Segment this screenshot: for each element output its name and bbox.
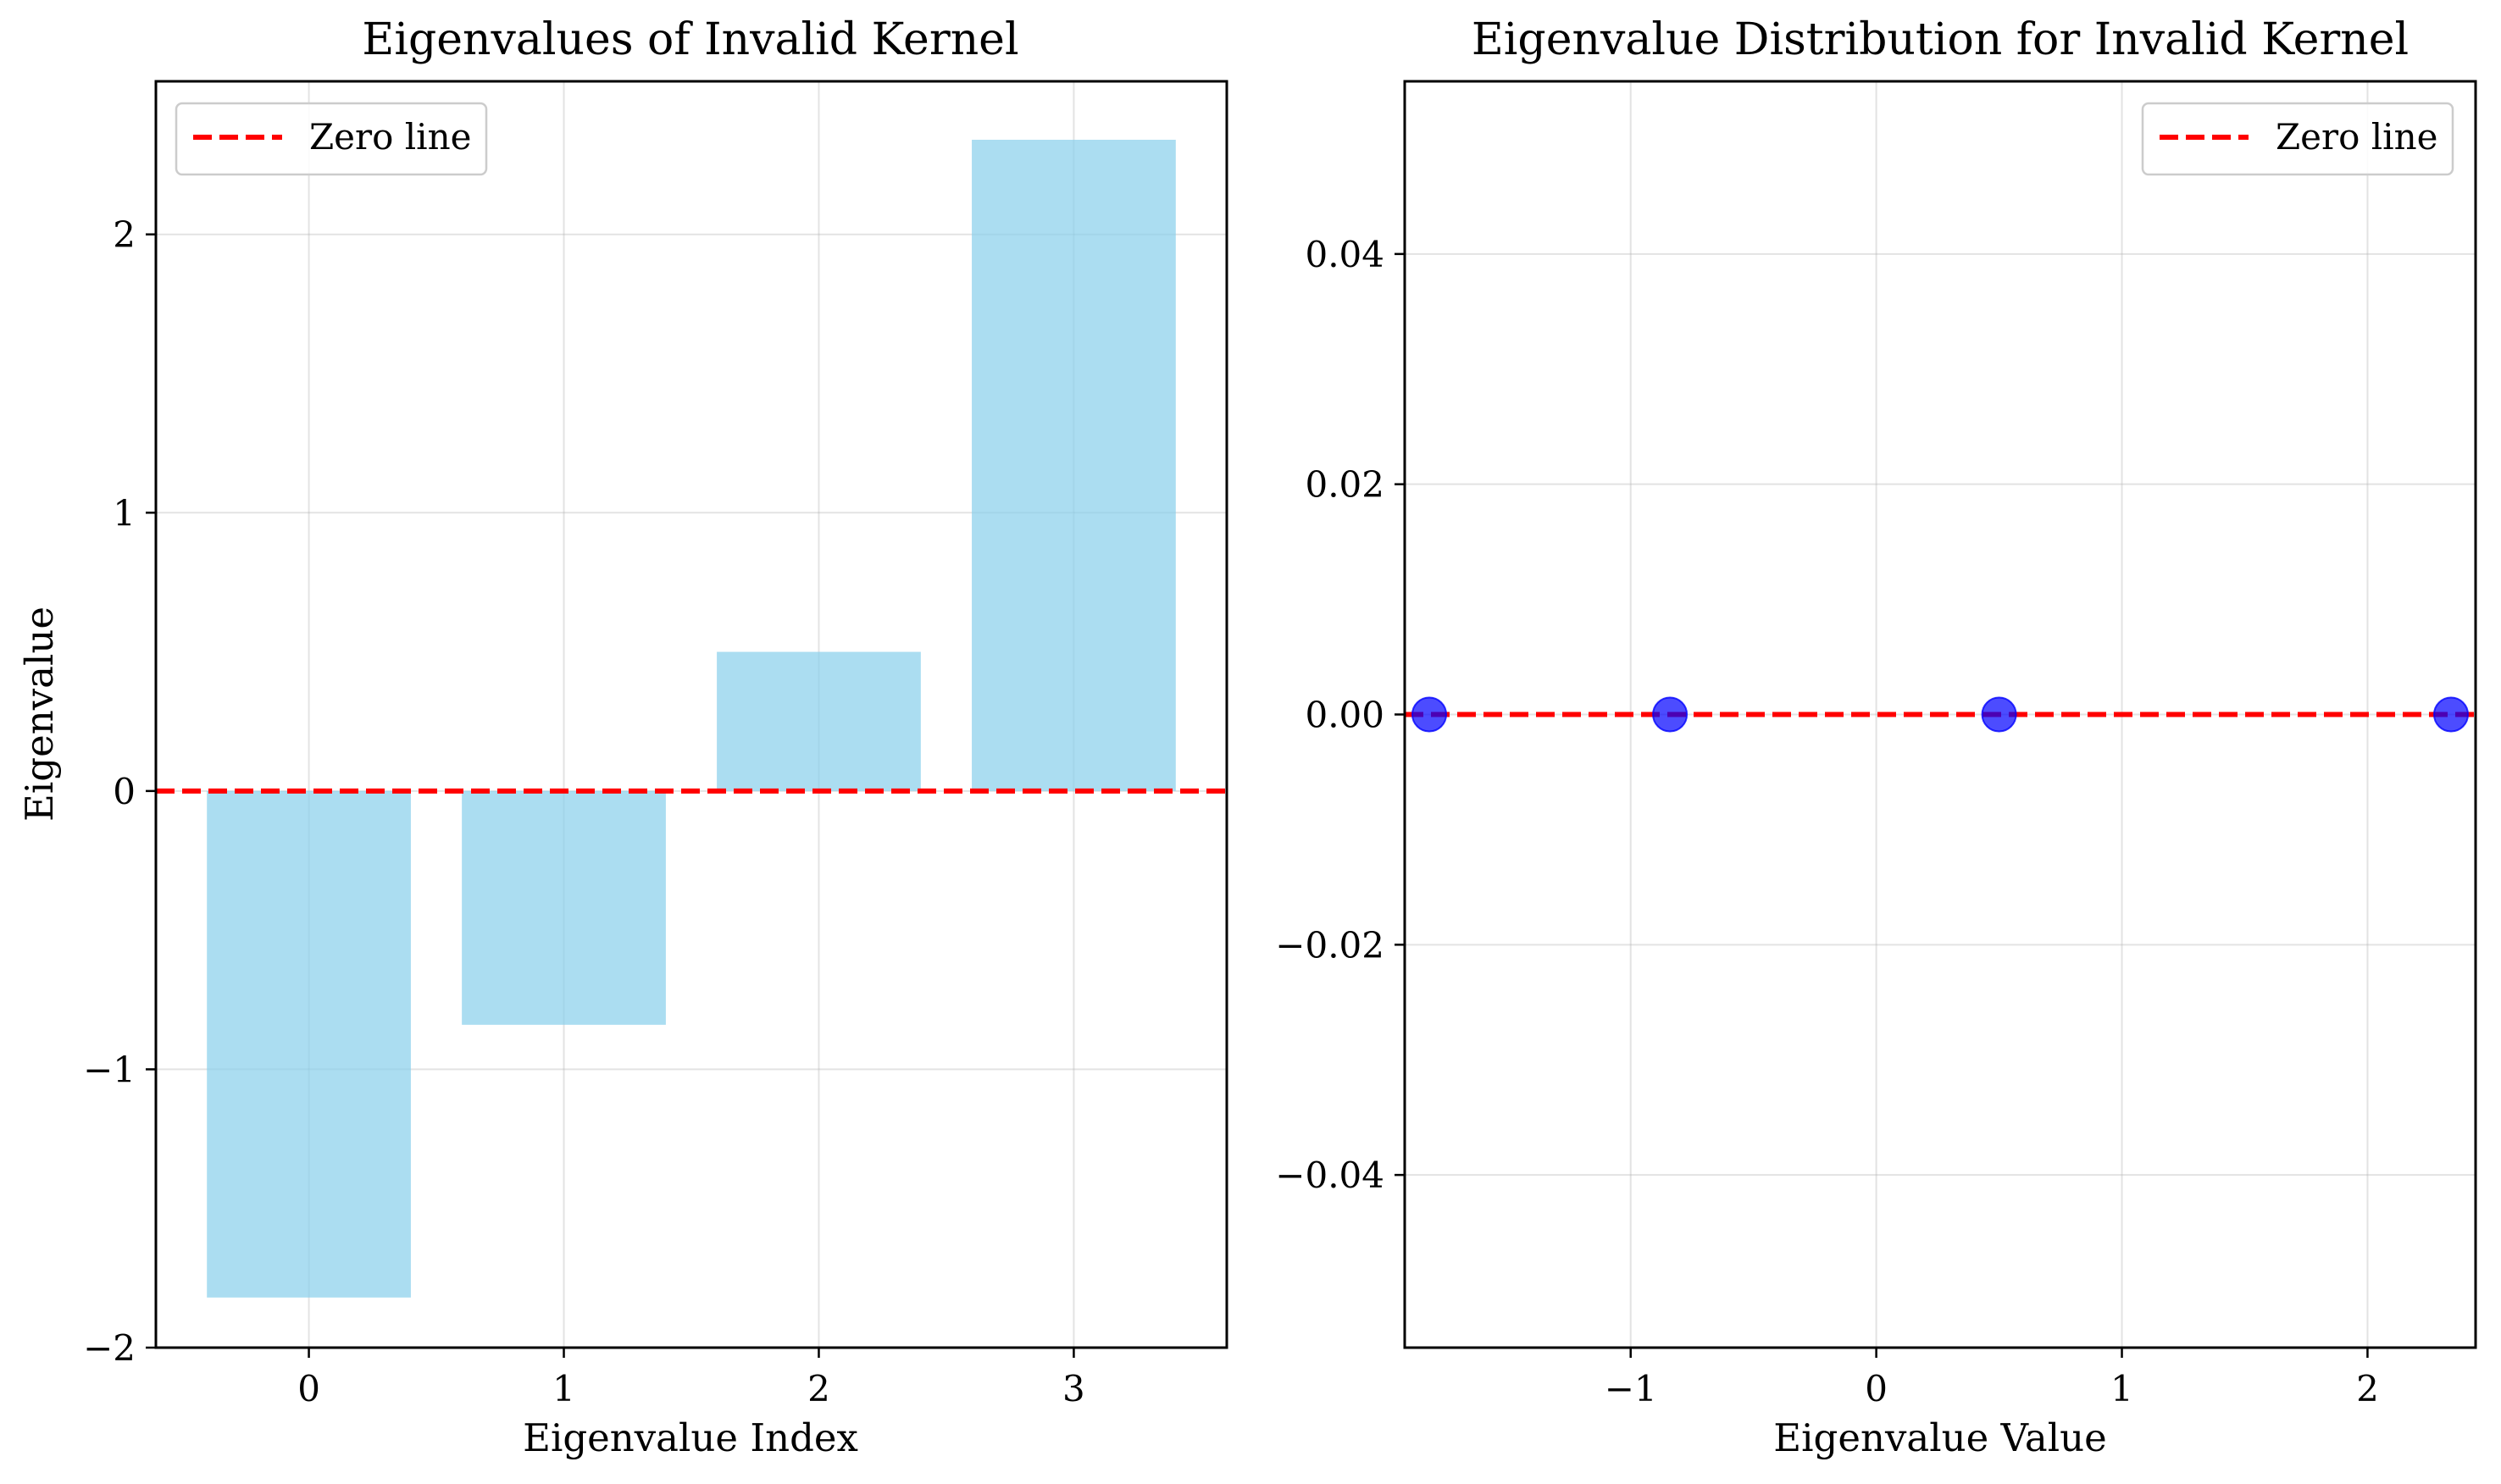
bar-chart-y-tick-label: −1 [83,1049,136,1090]
bar-chart-y-tick-label: 0 [113,771,136,812]
bar-chart-y-tick-label: 1 [113,492,136,534]
scatter-chart-x-ticks: −1 0 1 2 [1605,1348,2379,1409]
scatter-chart-legend: Zero line [2141,102,2454,176]
bar-chart-y-tick-label: 2 [113,214,136,256]
scatter-point [1411,696,1447,733]
bar-0 [207,790,411,1298]
bar-chart-x-tick-label: 3 [1062,1368,1085,1409]
scatter-point [1652,696,1689,733]
bar-chart-y-ticks: −2 −1 0 1 2 [83,214,156,1369]
scatter-point [2433,696,2470,733]
scatter-chart-legend-label: Zero line [2276,116,2438,158]
scatter-chart-x-tick-label: −1 [1605,1368,1657,1409]
bar-chart-legend-box [175,102,488,176]
scatter-chart-y-ticks: −0.04 −0.02 0.00 0.02 0.04 [1275,234,1405,1196]
bar-chart-title: Eigenvalues of Invalid Kernel [362,14,1018,65]
scatter-chart-y-tick-label: 0.02 [1305,464,1384,506]
bar-chart-bars [207,140,1176,1298]
scatter-point [1981,696,2017,733]
bar-chart-panel: Eigenvalues of Invalid Kernel 0 1 2 3 −2 −1 0… [17,14,1228,1460]
bar-chart-legend-label: Zero line [309,116,472,158]
bar-chart-x-tick-label: 2 [807,1368,830,1409]
bar-chart-x-ticks: 0 1 2 3 [297,1348,1085,1409]
bar-chart-axes-frame [154,80,1228,1349]
scatter-chart-x-tick-label: 0 [1865,1368,1888,1409]
scatter-chart-x-axis-label: Eigenvalue Value [1773,1415,2106,1460]
scatter-chart-legend-box [2141,102,2454,176]
bar-3 [972,140,1176,791]
scatter-chart-y-tick-label: −0.04 [1275,1155,1384,1196]
bar-chart-y-axis-label: Eigenvalue [17,606,62,822]
bar-chart-y-tick-label: −2 [83,1327,136,1369]
bar-1 [462,790,666,1025]
scatter-chart-title: Eigenvalue Distribution for Invalid Kern… [1472,14,2409,65]
scatter-chart-x-tick-label: 1 [2110,1368,2133,1409]
scatter-chart-points [1411,696,2470,733]
scatter-chart-panel: Eigenvalue Distribution for Invalid Kern… [1275,14,2477,1460]
bar-chart-x-tick-label: 0 [297,1368,320,1409]
scatter-chart-x-tick-label: 2 [2356,1368,2379,1409]
bar-chart-x-tick-label: 1 [552,1368,575,1409]
bar-chart-x-axis-label: Eigenvalue Index [523,1415,858,1460]
scatter-chart-y-tick-label: 0.00 [1305,695,1384,736]
bar-chart-legend: Zero line [175,102,488,176]
scatter-chart-y-tick-label: −0.02 [1275,924,1384,966]
bar-2 [717,651,921,791]
scatter-chart-y-tick-label: 0.04 [1305,234,1384,275]
